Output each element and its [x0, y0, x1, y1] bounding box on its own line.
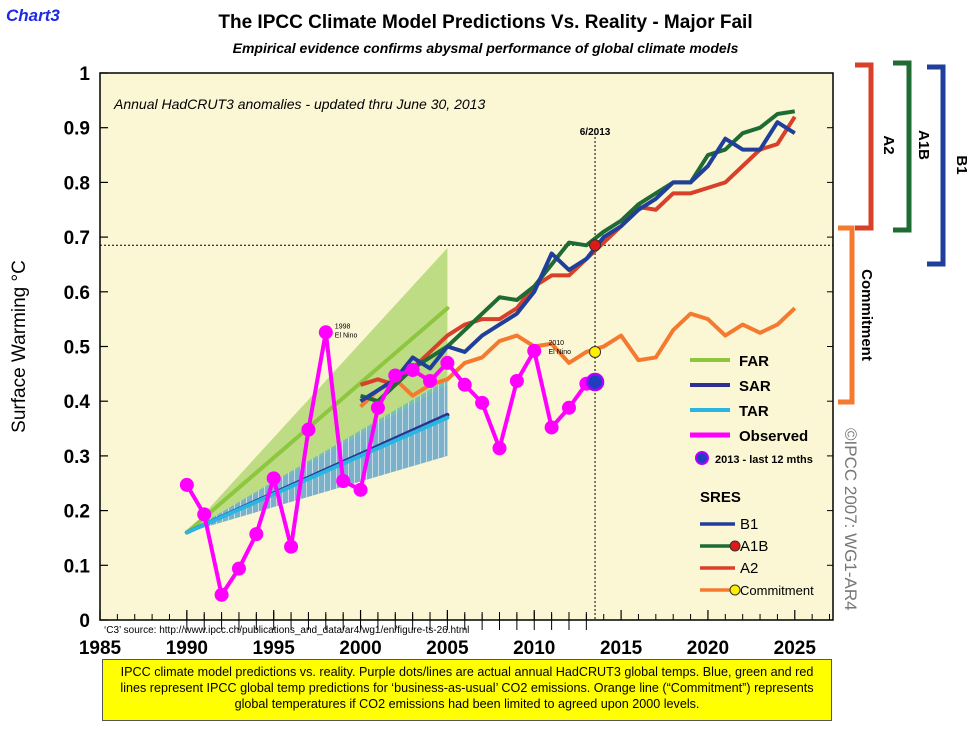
observed-point [457, 377, 472, 392]
side-bracket [838, 225, 855, 405]
band-center-far [184, 306, 450, 535]
y-tick-label: 0.1 [64, 556, 91, 577]
legend-label: FAR [739, 353, 769, 370]
y-tick-label: 0.6 [64, 283, 90, 304]
y-tick-label: 0.3 [64, 447, 90, 468]
observed-point [214, 587, 229, 602]
y-tick-label: 0.2 [64, 502, 90, 523]
side-bracket-label: A1B [915, 130, 932, 160]
point-2013 [589, 239, 602, 252]
observed-point [527, 343, 542, 358]
point-2013 [585, 372, 605, 392]
sres-swatch-dot [729, 584, 741, 596]
band-tar [186, 379, 448, 533]
observed-point [284, 539, 299, 554]
caption-box: IPCC climate model predictions vs. reali… [102, 659, 832, 721]
observed-point [370, 400, 385, 415]
observed-point [336, 474, 351, 489]
x-tick-label: 1995 [253, 638, 296, 659]
observed-point [509, 373, 524, 388]
sres-label: A2 [740, 560, 758, 577]
observed-point [423, 373, 438, 388]
side-bracket-label: B1 [953, 155, 970, 174]
observed-point [544, 420, 559, 435]
observed-point [266, 471, 281, 486]
observed-point [301, 422, 316, 437]
observed-point [388, 368, 403, 383]
observed-point [231, 561, 246, 576]
observed-point [440, 355, 455, 370]
y-tick-label: 1 [79, 64, 90, 85]
y-tick-label: 0.4 [64, 392, 91, 413]
y-tick-label: 0.5 [64, 338, 91, 359]
y-axis-label: Surface Warming °C [9, 260, 30, 433]
x-tick-label: 2015 [600, 638, 643, 659]
sres-label: B1 [740, 516, 758, 533]
chart-number-label: Chart3 [6, 6, 60, 25]
annotation-year: 2010 [548, 340, 564, 347]
x-tick-label: 1985 [79, 638, 122, 659]
side-bracket [927, 64, 946, 267]
annotation-year: 1998 [335, 323, 351, 330]
observed-point [249, 527, 264, 542]
annotation-el-nino: El Nino [548, 349, 571, 356]
band-center-tar [184, 415, 450, 535]
side-bracket [893, 60, 912, 233]
observed-point [492, 441, 507, 456]
observed-point [197, 507, 212, 522]
marker-2013-label: 6/2013 [580, 127, 611, 138]
y-tick-label: 0.9 [64, 119, 90, 140]
copyright-text: ©IPCC 2007: WG1-AR4 [841, 428, 860, 611]
point-2013 [589, 345, 602, 358]
series-line-a1b [359, 109, 796, 404]
side-bracket [855, 62, 874, 231]
legend-label: SAR [739, 378, 771, 395]
observed-point [405, 363, 420, 378]
observed-point [561, 400, 576, 415]
x-tick-label: 2020 [687, 638, 729, 659]
y-tick-label: 0.7 [64, 228, 90, 249]
x-tick-label: 2000 [339, 638, 381, 659]
legend-swatch [695, 451, 709, 465]
sres-label: Commitment [740, 583, 814, 598]
chart-title: The IPCC Climate Model Predictions Vs. R… [218, 12, 753, 33]
sres-swatch-dot [729, 540, 741, 552]
chart-subtitle: Empirical evidence confirms abysmal perf… [232, 40, 739, 56]
legend-label: Observed [739, 428, 808, 445]
observed-point [475, 395, 490, 410]
observed-point [318, 325, 333, 340]
series-line-a2 [359, 115, 797, 387]
legend-label: TAR [739, 403, 769, 420]
legend-label: 2013 - last 12 mths [715, 454, 813, 466]
source-note: ‘C3’ source: http://www.ipcc.ch/publicat… [104, 625, 469, 636]
sres-label: A1B [740, 538, 768, 555]
x-tick-label: 2025 [774, 638, 817, 659]
sres-legend-title: SRES [700, 489, 741, 506]
observed-point [353, 482, 368, 497]
x-tick-label: 2005 [426, 638, 469, 659]
observed-point [179, 477, 194, 492]
side-bracket-label: Commitment [858, 269, 875, 361]
side-bracket-label: A2 [880, 135, 897, 154]
series-line-b1 [359, 120, 796, 403]
x-tick-label: 1990 [166, 638, 208, 659]
x-tick-label: 2010 [513, 638, 555, 659]
inner-note: Annual HadCRUT3 anomalies - updated thru… [113, 96, 485, 112]
y-tick-label: 0 [79, 611, 90, 632]
annotation-el-nino: El Nino [335, 332, 358, 339]
y-tick-label: 0.8 [64, 173, 90, 194]
